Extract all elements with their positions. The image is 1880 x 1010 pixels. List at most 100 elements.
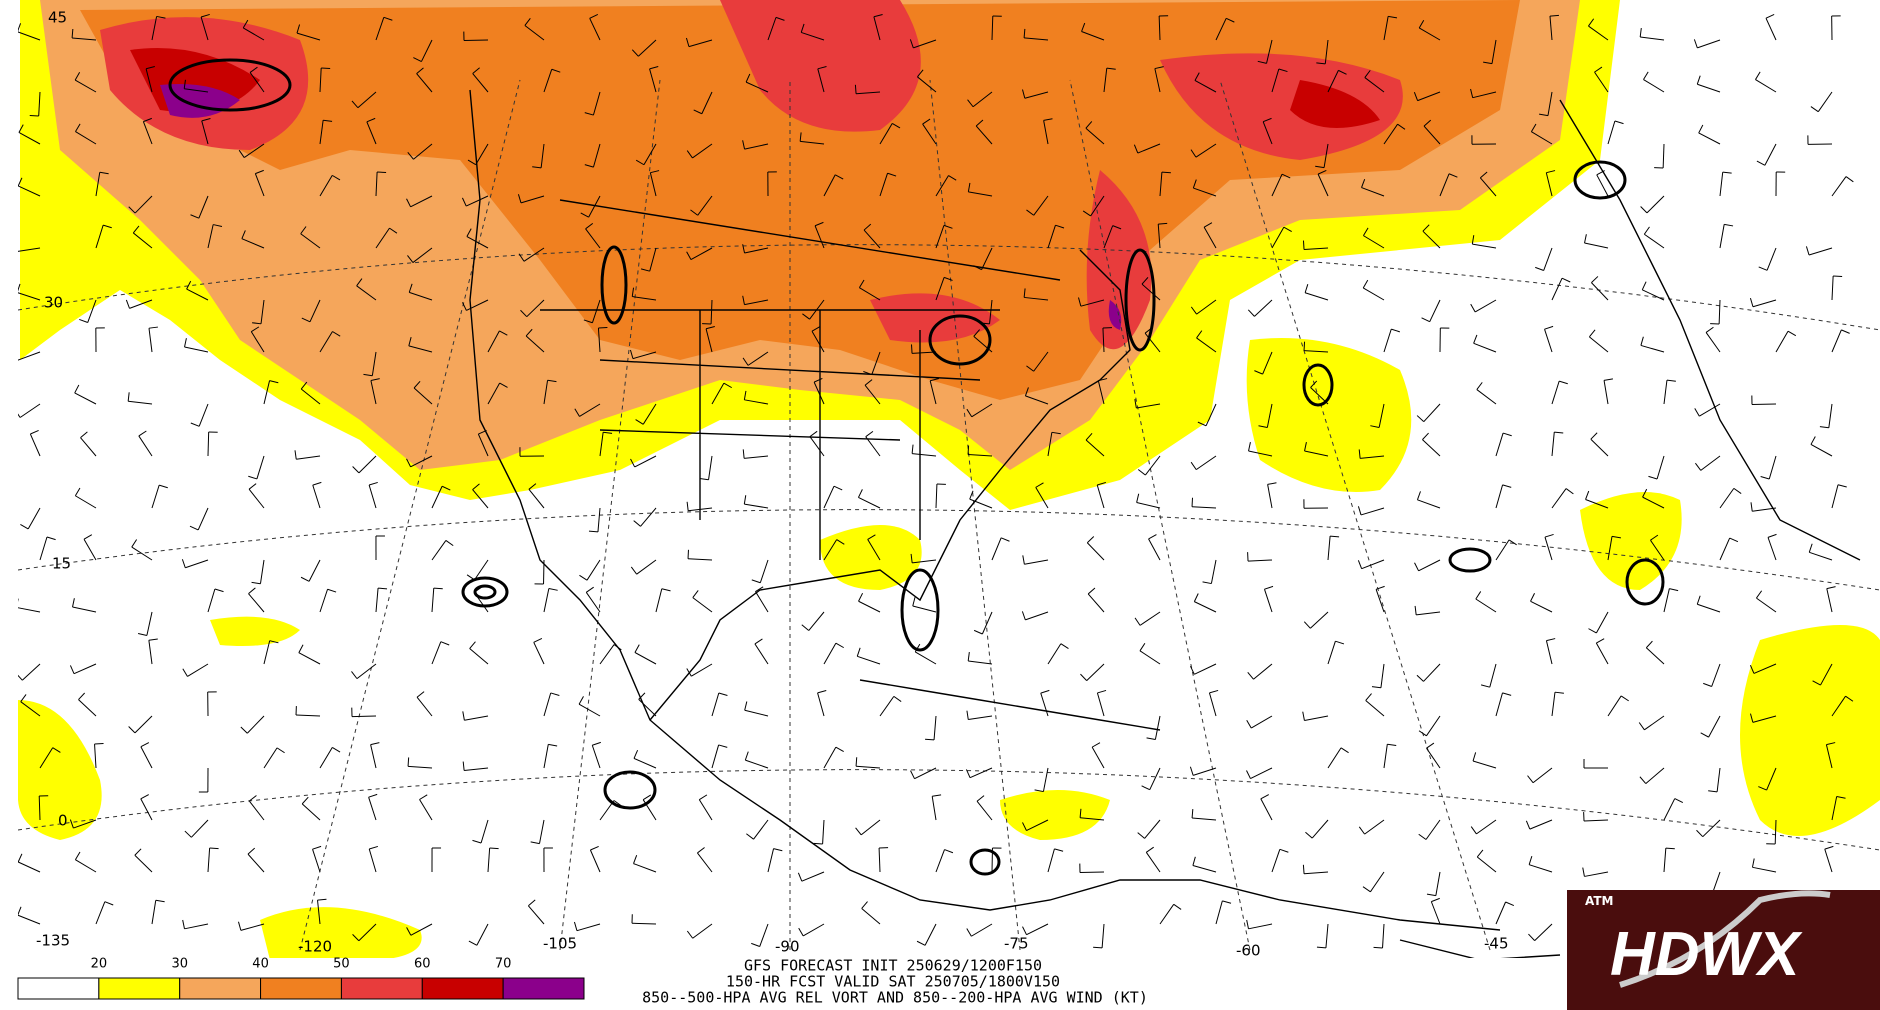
- wind-barb: [1085, 432, 1093, 441]
- wind-barb: [548, 743, 558, 747]
- colorbar-label: 70: [495, 957, 512, 972]
- wind-barb: [363, 373, 373, 377]
- wind-barb: [744, 751, 749, 761]
- wind-barb: [1137, 832, 1145, 839]
- wind-barb: [968, 191, 993, 197]
- wind-barb: [1023, 288, 1026, 298]
- wind-barb: [1698, 132, 1721, 145]
- wind-barb: [1643, 71, 1649, 80]
- wind-barb: [39, 536, 48, 561]
- wind-barb: [52, 747, 61, 753]
- wind-barb: [1303, 341, 1306, 351]
- wind-barb: [1532, 767, 1553, 784]
- wind-barb: [1544, 536, 1553, 561]
- wind-barb: [1264, 585, 1274, 590]
- wind-barb: [583, 319, 593, 324]
- wind-barb: [1060, 643, 1069, 649]
- wind-barb: [1650, 534, 1659, 541]
- wind-barb: [914, 767, 937, 780]
- wind-barb: [269, 380, 279, 384]
- wind-barb: [1026, 365, 1034, 372]
- wind-barb: [925, 738, 935, 741]
- wind-barb: [184, 830, 192, 838]
- wind-barb: [965, 769, 971, 778]
- wind-barb: [499, 330, 508, 336]
- wind-barb: [1262, 117, 1272, 123]
- wind-barb: [74, 79, 97, 93]
- wind-barb: [1024, 37, 1049, 41]
- wind-barb: [1260, 798, 1273, 821]
- wind-barb: [599, 644, 615, 665]
- wind-barb: [633, 854, 638, 864]
- wind-barb: [1260, 794, 1269, 800]
- wind-barb: [1161, 171, 1171, 174]
- wind-barb: [413, 57, 422, 62]
- wind-barb: [465, 195, 489, 207]
- wind-barb: [464, 767, 489, 771]
- wind-barb: [1025, 611, 1049, 621]
- wind-barb: [1302, 240, 1305, 250]
- wind-barb: [20, 694, 27, 703]
- wind-barb: [1543, 247, 1553, 271]
- wind-barb: [406, 198, 412, 208]
- wind-barb: [99, 171, 109, 175]
- wind-barb: [759, 559, 769, 583]
- wind-barb: [1642, 289, 1665, 301]
- wind-barb: [634, 644, 640, 653]
- vorticity-contour: [1302, 363, 1334, 407]
- wind-barb: [1544, 325, 1554, 330]
- wind-barb: [1416, 611, 1441, 616]
- wind-barb: [1416, 415, 1425, 423]
- wind-barb: [969, 767, 993, 779]
- wind-barb: [598, 326, 608, 329]
- wind-barb: [319, 175, 333, 197]
- wind-barb: [1154, 66, 1164, 70]
- wind-barb: [975, 119, 984, 127]
- wind-barb: [1096, 692, 1105, 717]
- wind-barb: [375, 17, 385, 41]
- wind-barb: [301, 803, 321, 821]
- vorticity-contour: [1124, 248, 1156, 352]
- wind-barb: [1190, 665, 1195, 675]
- wind-barb: [911, 444, 914, 454]
- wind-barb: [1086, 542, 1105, 561]
- wind-barb: [440, 641, 450, 646]
- shade-yellow: [820, 525, 922, 590]
- wind-barb: [1357, 560, 1363, 569]
- wind-barb: [533, 642, 545, 665]
- wind-barb: [1603, 380, 1609, 405]
- wind-barb: [248, 800, 265, 821]
- wind-barb: [1694, 408, 1700, 417]
- wind-barb: [649, 68, 657, 93]
- wind-barb: [1551, 278, 1563, 301]
- wind-barb: [1480, 684, 1490, 688]
- wind-barb: [1141, 785, 1150, 791]
- wind-barb: [1751, 858, 1755, 868]
- wind-barb: [75, 859, 97, 873]
- vorticity-contour: [473, 584, 497, 600]
- wind-barb: [718, 692, 728, 697]
- wind-barb: [182, 668, 188, 677]
- wind-barb: [1144, 819, 1161, 839]
- wind-barb: [856, 765, 881, 769]
- wind-barb: [1758, 266, 1768, 271]
- wind-barb: [1026, 209, 1035, 216]
- wind-barb: [1362, 279, 1369, 289]
- shade-darkred: [1290, 80, 1380, 128]
- wind-barb: [705, 328, 713, 353]
- wind-barb: [296, 455, 321, 460]
- wind-barb: [551, 68, 561, 73]
- wind-barb: [1022, 822, 1027, 831]
- wind-barb: [1611, 535, 1621, 539]
- wind-barb: [1551, 488, 1567, 509]
- wind-barb: [773, 848, 783, 852]
- wind-barb: [754, 643, 769, 665]
- wind-barb: [1196, 299, 1217, 315]
- wind-barb: [1271, 226, 1285, 249]
- wind-barb: [128, 206, 136, 214]
- wind-barb: [1266, 39, 1273, 64]
- wind-barb: [943, 224, 953, 229]
- wind-barb: [698, 799, 713, 821]
- wind-barb: [1502, 484, 1512, 488]
- wind-barb: [1215, 18, 1227, 41]
